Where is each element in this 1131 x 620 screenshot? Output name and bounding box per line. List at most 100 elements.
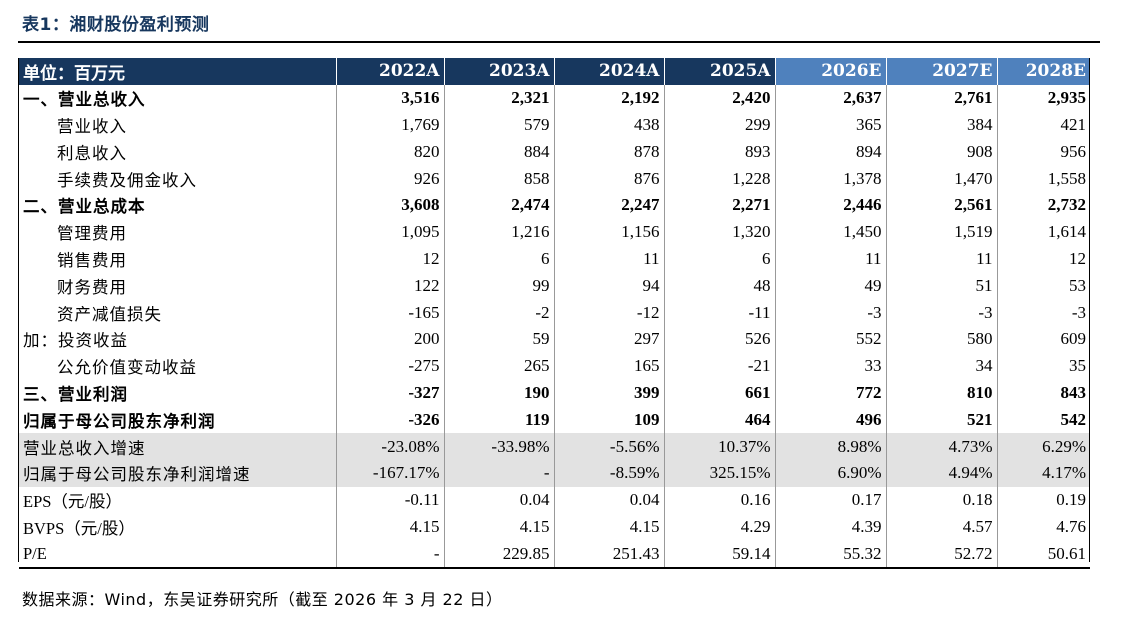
cell-value: 35 [996,352,1090,380]
cell-value: 2,420 [663,84,775,112]
cell-value: 0.04 [443,486,554,514]
cell-value: 2,637 [774,84,886,112]
cell-value: 325.15% [663,459,775,487]
cell-value: 99 [443,272,554,300]
cell-value: 464 [663,406,775,434]
cell-value: 6.29% [996,433,1090,460]
cell-value: 11 [774,245,886,273]
row-label: P/E [19,540,336,570]
table-row: 营业总收入增速 -23.08% -33.98% -5.56% 10.37% 8.… [19,433,1090,460]
cell-value: -3 [774,299,886,326]
cell-value: 2,732 [996,191,1090,219]
cell-value: 521 [885,406,997,434]
row-label: 财务费用 [57,277,127,297]
cell-value: 52.72 [885,540,997,570]
cell-value: 894 [774,138,886,166]
row-label: 手续费及佣金收入 [57,170,197,190]
table-row: 资产减值损失 -165 -2 -12 -11 -3 -3 -3 [19,299,1090,326]
cell-value: 6 [663,245,775,273]
cell-value: 0.04 [553,486,664,514]
cell-value: 1,450 [774,218,886,246]
cell-value: 53 [996,272,1090,300]
cell-value: 165 [553,352,664,380]
row-label: 公允价值变动收益 [57,358,197,378]
cell-value: - [335,540,444,570]
cell-value: -11 [663,299,775,326]
year-header: 2023A [443,58,554,85]
cell-value: 6.90% [774,459,886,487]
cell-value: 820 [335,138,444,166]
year-header-estimate: 2027E [885,58,997,85]
cell-value: 421 [996,111,1090,139]
year-header: 2025A [663,58,775,85]
table-left-border [18,58,19,562]
table-row: P/E - 229.85 251.43 59.14 55.32 52.72 50… [19,540,1090,570]
cell-value: 526 [663,325,775,353]
cell-value: 265 [443,352,554,380]
cell-value: -2 [443,299,554,326]
year-header: 2024A [553,58,664,85]
cell-value: 299 [663,111,775,139]
table-right-border [1089,58,1090,562]
cell-value: 552 [774,325,886,353]
cell-value: 3,608 [335,191,444,219]
cell-value: - [443,459,554,487]
table-row: 利息收入 820 884 878 893 894 908 956 [19,138,1090,166]
cell-value: 878 [553,138,664,166]
cell-value: -8.59% [553,459,664,487]
row-label: 资产减值损失 [57,304,162,324]
cell-value: 48 [663,272,775,300]
cell-value: -23.08% [335,433,444,460]
row-label: BVPS（元/股） [23,518,135,538]
cell-value: 1,228 [663,165,775,192]
cell-value: 1,095 [335,218,444,246]
cell-value: 4.17% [996,459,1090,487]
cell-value: 34 [885,352,997,380]
cell-value: 858 [443,165,554,192]
cell-value: 4.15 [553,513,664,541]
cell-value: 4.15 [443,513,554,541]
cell-value: 810 [885,379,997,407]
cell-value: 33 [774,352,886,380]
cell-value: 1,216 [443,218,554,246]
table-row: 财务费用 122 99 94 48 49 51 53 [19,272,1090,300]
cell-value: 4.73% [885,433,997,460]
row-label: 营业收入 [57,116,127,136]
cell-value: 50.61 [996,540,1090,570]
cell-value: -167.17% [335,459,444,487]
table-row: BVPS（元/股） 4.15 4.15 4.15 4.29 4.39 4.57 … [19,513,1090,541]
cell-value: 109 [553,406,664,434]
cell-value: 0.16 [663,486,775,514]
cell-value: -21 [663,352,775,380]
cell-value: 4.39 [774,513,886,541]
cell-value: 399 [553,379,664,407]
cell-value: 1,470 [885,165,997,192]
cell-value: 297 [553,325,664,353]
cell-value: 8.98% [774,433,886,460]
table-row: 二、营业总成本 3,608 2,474 2,247 2,271 2,446 2,… [19,191,1090,219]
cell-value: -275 [335,352,444,380]
table-row: 手续费及佣金收入 926 858 876 1,228 1,378 1,470 1… [19,165,1090,192]
row-label: 销售费用 [57,250,127,270]
row-label: EPS（元/股） [23,492,123,512]
cell-value: 843 [996,379,1090,407]
cell-value: -0.11 [335,486,444,514]
cell-value: 94 [553,272,664,300]
cell-value: 4.76 [996,513,1090,541]
cell-value: 908 [885,138,997,166]
cell-value: 12 [335,245,444,273]
table-row: 三、营业利润 -327 190 399 661 772 810 843 [19,379,1090,407]
unit-label: 单位：百万元 [19,58,336,85]
cell-value: 4.57 [885,513,997,541]
cell-value: 200 [335,325,444,353]
cell-value: 1,320 [663,218,775,246]
title-divider [18,41,1100,43]
table-row: 管理费用 1,095 1,216 1,156 1,320 1,450 1,519… [19,218,1090,246]
table-title: 表1：湘财股份盈利预测 [22,15,210,35]
row-label: 归属于母公司股东净利润 [23,411,216,431]
cell-value: 956 [996,138,1090,166]
cell-value: 542 [996,406,1090,434]
row-label: 利息收入 [57,143,127,163]
cell-value: 251.43 [553,540,664,570]
cell-value: 2,446 [774,191,886,219]
